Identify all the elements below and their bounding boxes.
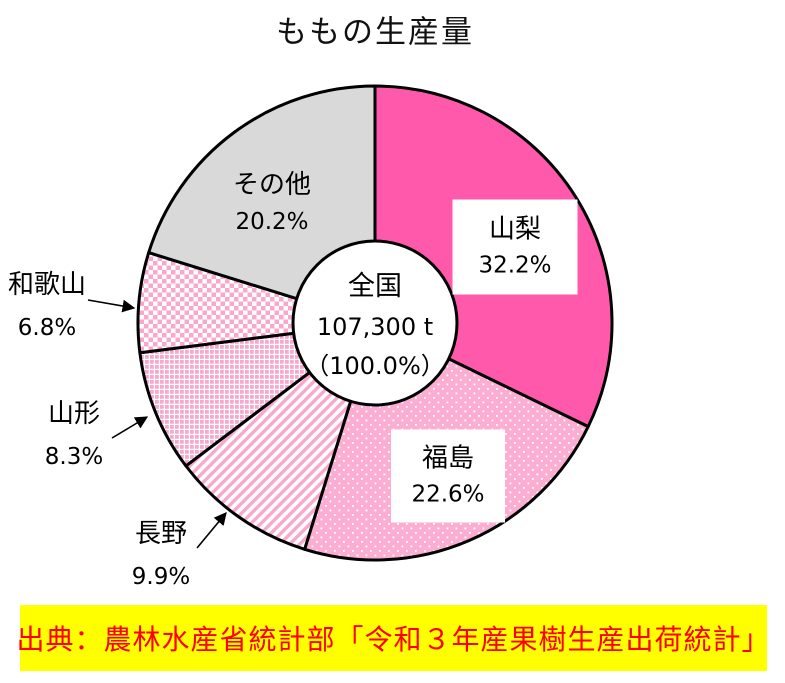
slice-label-yamanashi: 山梨 32.2% <box>452 199 578 295</box>
slice-percent: 8.3% <box>44 444 104 470</box>
slice-name: その他 <box>232 170 312 200</box>
slice-label-wakayama: 和歌山 6.8% <box>8 264 86 350</box>
slice-name: 福島 <box>421 443 474 473</box>
nagano-arrow <box>196 512 227 549</box>
slice-percent: 22.6% <box>411 481 485 507</box>
slice-percent: 20.2% <box>235 209 309 235</box>
chart-title: ももの生産量 <box>276 14 474 51</box>
wakayama-arrow <box>87 299 136 313</box>
center-value: 107,300 t <box>316 313 434 341</box>
label-arrows <box>87 299 227 549</box>
slice-name: 山梨 <box>488 214 541 244</box>
slice-name: 長野 <box>134 519 187 549</box>
source-banner: 出典：農林水産省統計部「令和３年産果樹生産出荷統計」 <box>17 605 770 671</box>
slice-name: 山形 <box>47 399 100 429</box>
slice-percent: 9.9% <box>131 564 191 590</box>
slice-name: 和歌山 <box>7 270 87 300</box>
center-region: 全国 <box>347 271 402 302</box>
donut-center-circle <box>291 239 459 407</box>
slice-percent: 32.2% <box>478 252 552 278</box>
slice-percent: 6.8% <box>17 315 77 341</box>
slice-label-fukushima: 福島 22.6% <box>391 429 505 523</box>
slice-label-sonota: その他 20.2% <box>233 167 311 241</box>
yamagata-arrow <box>111 416 149 439</box>
slice-label-nagano: 長野 9.9% <box>132 513 190 599</box>
slice-label-yamagata: 山形 8.3% <box>45 393 103 479</box>
center-total-label: 全国 107,300 t （100.0%） <box>305 266 445 386</box>
center-percent: （100.0%） <box>305 352 445 380</box>
